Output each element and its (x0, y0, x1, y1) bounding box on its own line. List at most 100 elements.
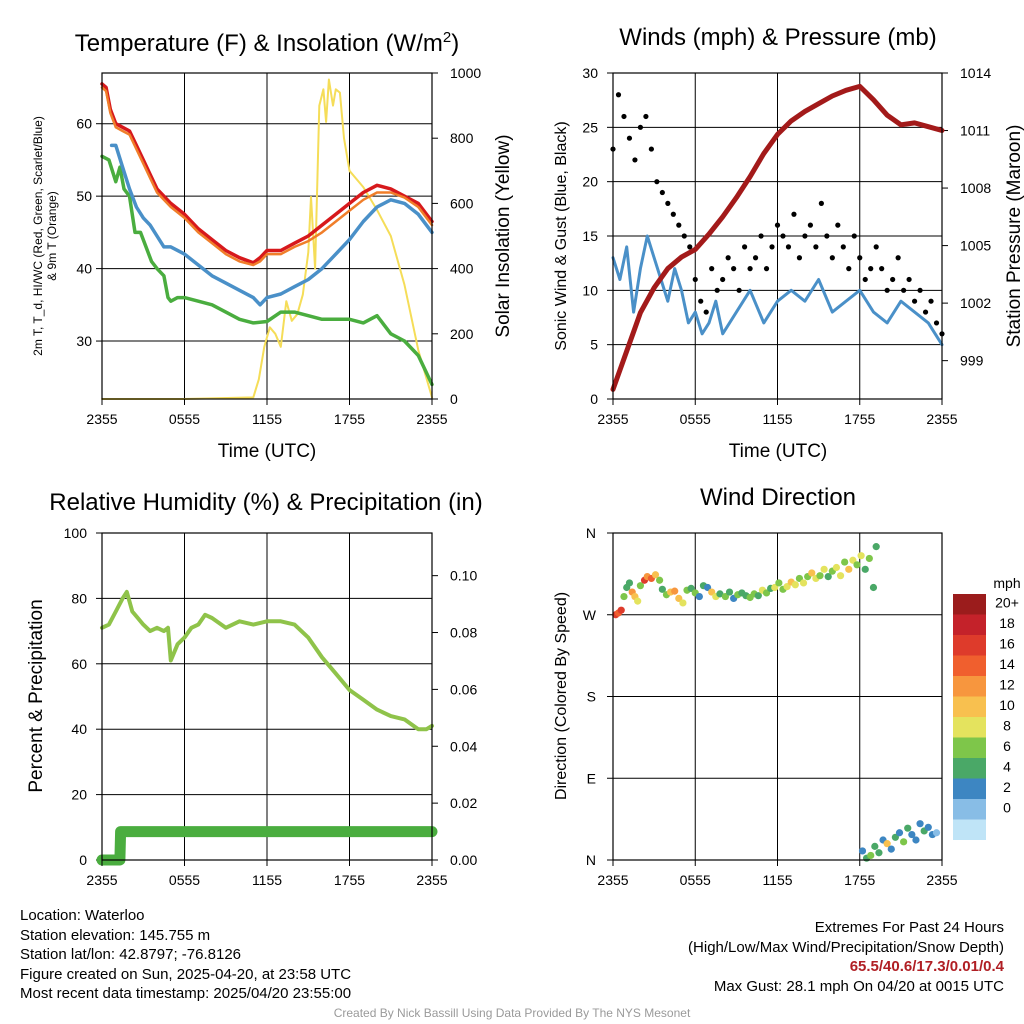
wind-direction-point (658, 585, 666, 593)
wind-ytick-label: 15 (582, 228, 598, 244)
temp-ytick-label: 60 (76, 116, 92, 132)
gust-point (911, 298, 918, 304)
wind-chart-title: Winds (mph) & Pressure (mb) (619, 24, 936, 51)
created-text: Figure created on Sun, 2025-04-20, at 23… (20, 965, 352, 983)
temp-xtick-label: 1755 (334, 411, 365, 427)
wind-xtick-label: 0555 (680, 411, 711, 427)
colorbar-tick-label: 16 (999, 636, 1015, 652)
wind-direction-point (916, 820, 924, 828)
wind-y2tick-label: 1008 (960, 180, 991, 196)
colorbar-swatch (953, 758, 986, 779)
gust-point (802, 233, 808, 239)
wind-direction-point (875, 849, 883, 857)
rh-ytick-label: 40 (71, 721, 87, 737)
colorbar-tick-label: 0 (1003, 800, 1011, 816)
wind-direction-point (883, 840, 891, 848)
gust-point (709, 266, 715, 272)
wind-direction-point (895, 829, 904, 837)
temp-title-suffix: ) (451, 30, 459, 57)
temp-y2tick-label: 800 (450, 130, 474, 146)
temp-xtick-label: 0555 (169, 411, 200, 427)
gust-point (922, 309, 929, 315)
colorbar-swatch (953, 819, 986, 840)
wind-xaxis-label: Time (UTC) (729, 441, 828, 462)
wind-direction-point (651, 571, 660, 579)
gust-point (731, 266, 737, 272)
gust-point (906, 276, 912, 283)
gust-point (763, 266, 770, 272)
gust-point (829, 255, 835, 261)
rh-ytick-label: 100 (64, 525, 88, 541)
rh-ytick-label: 20 (71, 787, 87, 803)
gust-point (621, 113, 627, 120)
recent-data-text: Most recent data timestamp: 2025/04/20 2… (20, 985, 352, 1002)
gust-point (758, 233, 764, 239)
rh-chart-title: Relative Humidity (%) & Precipitation (i… (49, 489, 482, 516)
wind-yaxis-label: Sonic Wind & Gust (Blue, Black) (553, 121, 570, 350)
gust-point (933, 320, 940, 326)
wind-direction-point (924, 823, 932, 831)
temp-y2tick-label: 0 (450, 391, 458, 407)
wind-direction-point (932, 829, 941, 837)
gust-point (659, 189, 665, 196)
colorbar-tick-label: 2 (1003, 779, 1011, 795)
rh-xtick-label: 1155 (252, 872, 282, 888)
colorbar-swatch (953, 696, 986, 717)
wind-direction-point (912, 836, 920, 844)
gust-point (857, 255, 863, 261)
rh-y2tick-label: 0.06 (450, 681, 477, 697)
wdir-ytick-label: W (583, 607, 597, 623)
wind-y2tick-label: 1011 (960, 123, 990, 139)
gust-point (791, 211, 797, 217)
gust-point (665, 200, 671, 206)
wind-xtick-label: 2355 (926, 411, 957, 427)
wind-ytick-label: 5 (590, 337, 598, 353)
wind-ytick-label: 10 (582, 282, 598, 298)
rh-y2tick-label: 0.08 (450, 625, 477, 641)
temp-yaxis-label-line2: & 9m T (Orange) (45, 191, 59, 281)
wind-y2tick-label: 999 (960, 353, 984, 369)
temp-ytick-label: 30 (76, 333, 92, 349)
wdir-xtick-label: 2355 (597, 872, 628, 888)
colorbar-swatch (953, 655, 986, 676)
wind-direction-point (671, 587, 679, 595)
wind-y2tick-label: 1014 (960, 65, 991, 81)
wind-xtick-label: 1755 (844, 411, 875, 427)
wdir-xtick-label: 2355 (926, 872, 957, 888)
wind-y2tick-label: 1005 (960, 238, 991, 254)
wdir-xtick-label: 1755 (844, 872, 875, 888)
wind-direction-point (716, 590, 724, 598)
temp-ytick-label: 50 (76, 188, 92, 204)
colorbar-tick-label: 8 (1003, 718, 1011, 734)
station-info: Location: Waterloo Station elevation: 14… (20, 906, 351, 1004)
gust-point (840, 244, 846, 250)
gust-point (774, 222, 781, 228)
wind-direction-point (754, 592, 762, 600)
wind-direction-point (858, 847, 867, 855)
temp-y2tick-label: 1000 (450, 65, 481, 81)
gust-point (752, 255, 759, 261)
gust-point (615, 92, 622, 98)
wind-direction-point (636, 582, 645, 590)
rh-y2tick-label: 0.02 (450, 795, 477, 811)
wind-direction-point (656, 576, 664, 584)
wind-direction-point (625, 579, 634, 587)
colorbar-swatch (953, 635, 986, 656)
wind-y2axis-label: Station Pressure (Maroon) (1004, 125, 1024, 348)
wind-direction-point (634, 597, 642, 605)
gust-point (692, 276, 698, 283)
gust-point (928, 298, 934, 304)
wind-ytick-label: 0 (590, 391, 598, 407)
wind-direction-point (816, 572, 824, 580)
wdir-ytick-label: E (587, 770, 596, 786)
gust-point (742, 244, 748, 250)
wind-direction-point (887, 845, 895, 853)
gust-point (807, 222, 814, 228)
colorbar-tick-label: 12 (999, 677, 1015, 693)
wind-direction-point (679, 599, 687, 607)
gust-point (879, 266, 885, 272)
gust-point (654, 179, 660, 185)
wind-direction-point (775, 579, 783, 587)
gust-point (862, 276, 868, 283)
gust-point (780, 233, 786, 239)
